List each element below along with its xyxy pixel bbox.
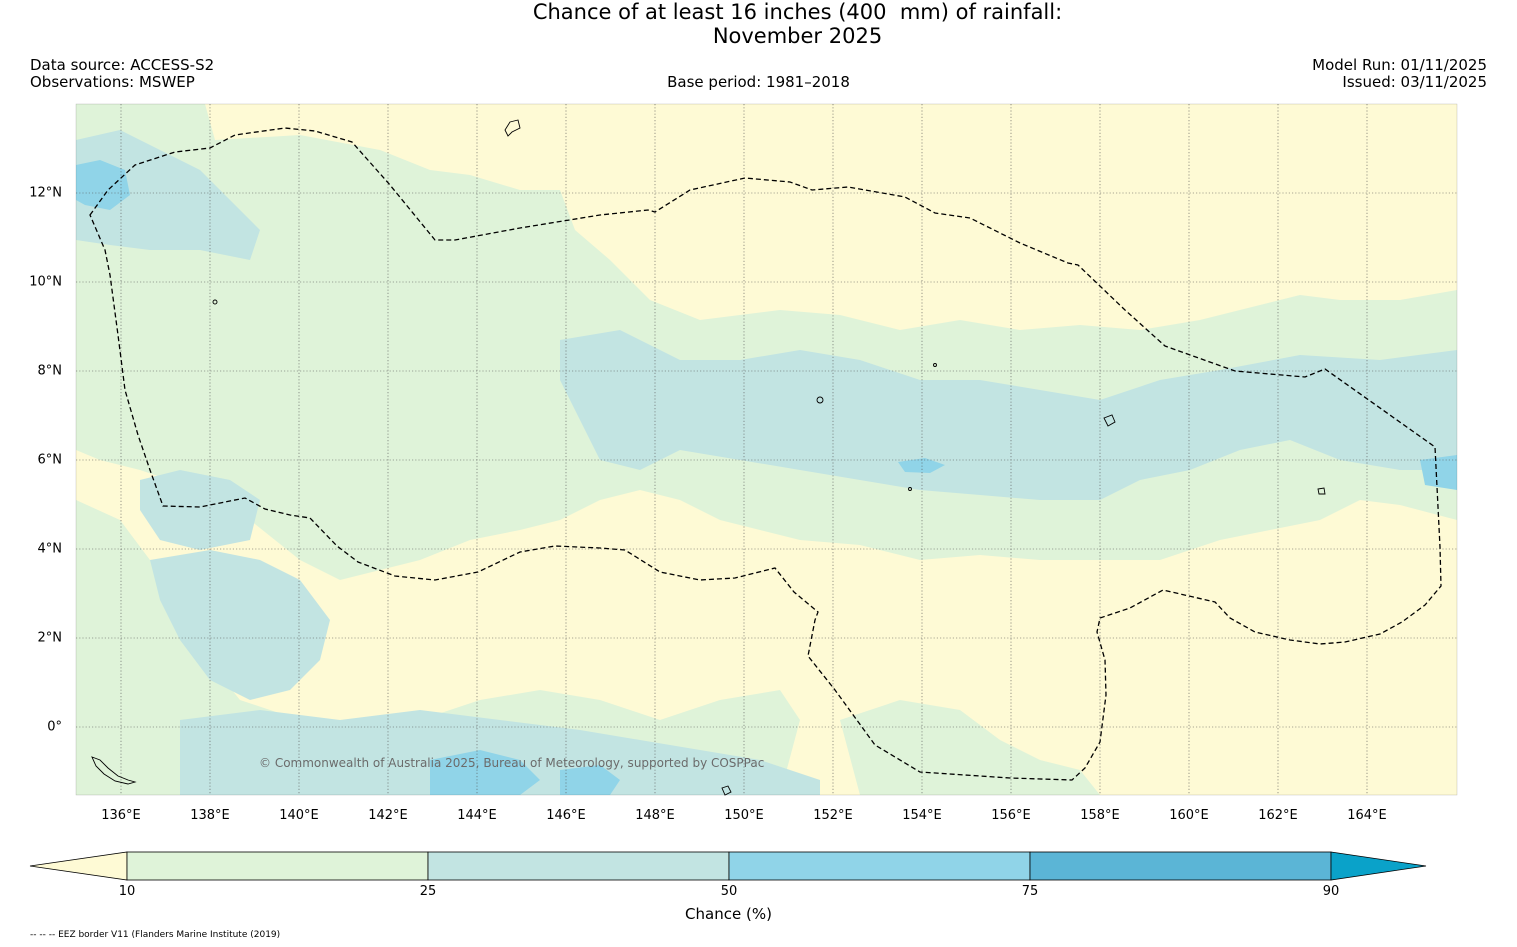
colorbar-bin-25-50 (427, 851, 730, 881)
island-atoll-c (908, 487, 912, 491)
map-field (76, 104, 1457, 795)
islands (91, 119, 1326, 796)
zone-25-50-nw (76, 130, 260, 260)
colorbar-tick-label: 10 (118, 884, 136, 899)
zone-25-50-south (180, 710, 820, 795)
colorbar-tick-label: 25 (419, 884, 437, 899)
zone-25-50-central (560, 330, 1457, 500)
colorbar-extend-low (29, 851, 128, 881)
y-tick-label: 2°N (37, 630, 63, 646)
zone-25-50-west-mid (140, 470, 260, 550)
colorbar-bin-75-90 (1029, 851, 1332, 881)
island-atoll-a (933, 363, 937, 367)
x-tick-label: 150°E (724, 808, 764, 823)
x-tick-label: 136°E (101, 808, 141, 823)
x-tick-label: 146°E (546, 808, 586, 823)
island-chuuk (816, 396, 824, 404)
y-tick-label: 10°N (29, 274, 62, 290)
zone-50-75-south-a (430, 750, 540, 795)
x-tick-label: 138°E (190, 808, 230, 823)
issued-text: Issued: 03/11/2025 (1342, 73, 1487, 91)
x-tick-label: 144°E (457, 808, 497, 823)
x-tick-label: 142°E (368, 808, 408, 823)
zone-25-50-southwest (150, 550, 330, 700)
island-palau (91, 756, 137, 785)
colorbar-extend-high (1330, 851, 1427, 881)
title-line-2: November 2025 (712, 24, 883, 48)
colorbar-tick-label: 50 (720, 884, 738, 899)
x-tick-label: 140°E (279, 808, 319, 823)
zone-10-25-south (840, 700, 1100, 795)
observations-text: Observations: MSWEP (30, 73, 195, 91)
x-tick-label: 158°E (1080, 808, 1120, 823)
eez-footnote: -- -- -- EEZ border V11 (Flanders Marine… (30, 930, 281, 940)
y-tick-label: 4°N (37, 541, 63, 557)
data-source-text: Data source: ACCESS-S2 (30, 56, 215, 74)
y-tick-label: 6°N (37, 452, 63, 468)
y-tick-label: 12°N (29, 185, 62, 201)
colorbar-tick-label: 90 (1322, 884, 1340, 899)
island-guam (504, 119, 521, 137)
title-line-1: Chance of at least 16 inches (400 mm) of… (532, 0, 1063, 24)
y-tick-label: 8°N (37, 363, 63, 379)
x-tick-label: 162°E (1258, 808, 1298, 823)
zone-50-75-south-b (560, 765, 620, 795)
colorbar-bin-10-25 (126, 851, 429, 881)
zone-50-75-central (898, 458, 945, 473)
x-tick-label: 148°E (635, 808, 675, 823)
island-pohnpei (1103, 414, 1116, 427)
base-period-text: Base period: 1981–2018 (667, 73, 850, 91)
map-frame (75, 103, 1458, 796)
colorbar-label: Chance (%) (685, 905, 772, 923)
eez-border (89, 127, 1442, 781)
y-tick-label: 0° (47, 719, 62, 735)
x-tick-label: 152°E (813, 808, 853, 823)
colorbar-bin-50-75 (728, 851, 1031, 881)
zone-50-75-east (1420, 455, 1457, 490)
colorbar (29, 851, 1427, 881)
model-run-text: Model Run: 01/11/2025 (1312, 56, 1487, 74)
copyright-text: © Commonwealth of Australia 2025, Bureau… (259, 756, 765, 770)
colorbar-tick-label: 75 (1021, 884, 1039, 899)
island-atoll-b (212, 299, 218, 305)
chart-title: Chance of at least 16 inches (400 mm) of… (0, 0, 1517, 48)
zone-50-75-nw (76, 160, 130, 210)
x-tick-label: 154°E (902, 808, 942, 823)
run-info: Model Run: 01/11/2025 Issued: 03/11/2025 (1312, 57, 1487, 91)
island-south-reef (721, 785, 732, 796)
x-tick-label: 160°E (1169, 808, 1209, 823)
x-tick-label: 156°E (991, 808, 1031, 823)
x-tick-label: 164°E (1347, 808, 1387, 823)
source-info: Data source: ACCESS-S2 Observations: MSW… (30, 57, 214, 91)
island-kosrae (1317, 487, 1326, 495)
